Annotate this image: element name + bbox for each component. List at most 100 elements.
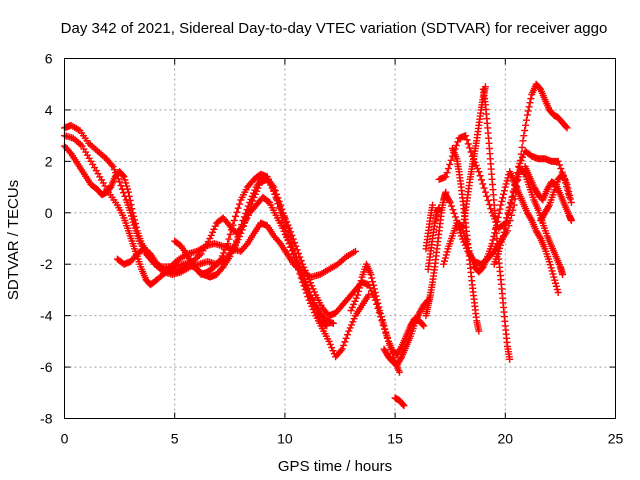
data-point	[397, 354, 405, 362]
data-point	[365, 291, 373, 299]
data-point	[211, 222, 219, 230]
data-point	[464, 140, 472, 148]
data-point	[447, 156, 455, 164]
data-point	[563, 124, 571, 132]
data-point	[298, 268, 306, 276]
data-point	[442, 173, 450, 181]
data-point	[374, 299, 382, 307]
data-point	[124, 185, 132, 193]
data-point	[444, 165, 452, 173]
data-point	[520, 132, 528, 140]
data-point	[367, 271, 375, 278]
data-point	[350, 300, 358, 308]
data-point	[232, 237, 240, 245]
data-point	[495, 247, 503, 255]
data-point	[242, 209, 250, 217]
data-point	[312, 306, 320, 314]
data-point	[446, 199, 454, 206]
data-point	[450, 209, 458, 217]
data-point	[449, 206, 457, 214]
data-point	[299, 272, 307, 280]
data-point	[355, 284, 363, 292]
data-point	[250, 189, 258, 197]
data-point	[276, 209, 284, 217]
data-point	[521, 127, 529, 134]
data-point	[496, 205, 504, 213]
data-point	[310, 299, 318, 307]
data-point	[554, 157, 562, 165]
data-point	[383, 331, 391, 339]
x-tick-label: 10	[277, 431, 293, 447]
data-point	[443, 248, 451, 256]
data-point	[400, 402, 408, 410]
data-point	[563, 181, 571, 188]
data-point	[247, 195, 255, 203]
data-point	[527, 95, 535, 103]
data-point	[443, 169, 451, 177]
data-point	[125, 192, 133, 200]
data-point	[382, 328, 390, 336]
series-track-10	[424, 204, 443, 273]
data-point	[132, 223, 140, 231]
data-point	[328, 344, 336, 352]
data-point	[234, 233, 242, 241]
data-point	[337, 347, 345, 355]
data-point	[495, 209, 503, 217]
data-point	[329, 347, 337, 355]
data-point	[229, 221, 237, 229]
data-point	[454, 138, 462, 146]
data-point	[226, 253, 234, 260]
data-point	[130, 212, 138, 220]
data-point	[123, 182, 131, 190]
data-point	[488, 240, 496, 248]
data-point	[300, 282, 308, 290]
data-point	[527, 215, 535, 223]
data-point	[239, 217, 247, 224]
data-point	[462, 132, 470, 140]
data-point	[544, 203, 552, 211]
data-point	[377, 310, 385, 318]
data-point	[519, 137, 527, 145]
data-point	[220, 249, 228, 257]
data-point	[283, 232, 291, 240]
data-point	[338, 345, 346, 353]
data-point	[380, 322, 388, 330]
data-point	[522, 121, 530, 129]
data-point	[370, 281, 378, 289]
data-point	[489, 236, 497, 244]
data-point	[233, 208, 241, 216]
data-point	[477, 176, 485, 184]
data-point	[500, 228, 508, 236]
y-tick-label: -8	[40, 411, 53, 427]
x-tick-label: 25	[608, 431, 624, 447]
data-point	[419, 321, 427, 329]
data-point	[329, 319, 337, 327]
data-point	[463, 241, 471, 249]
data-point	[347, 307, 355, 314]
data-point	[351, 297, 359, 305]
data-point	[290, 250, 298, 258]
data-point	[399, 401, 407, 409]
data-point	[304, 273, 312, 281]
data-point	[564, 184, 572, 192]
data-point	[500, 187, 508, 195]
data-point	[373, 296, 381, 304]
data-point	[304, 293, 312, 301]
y-tick-label: 6	[45, 51, 53, 67]
data-point	[343, 331, 351, 339]
data-point	[357, 277, 365, 285]
series-track-7	[380, 296, 432, 368]
data-point	[347, 321, 355, 329]
data-point	[448, 202, 456, 210]
data-point	[311, 302, 319, 310]
data-point	[526, 99, 534, 107]
series-track-11	[422, 201, 437, 253]
data-point	[314, 310, 322, 318]
data-point	[342, 334, 350, 342]
data-point	[307, 292, 315, 300]
data-point	[524, 107, 532, 115]
data-point	[510, 189, 518, 197]
data-point	[518, 153, 526, 161]
x-tick-label: 15	[387, 431, 403, 447]
